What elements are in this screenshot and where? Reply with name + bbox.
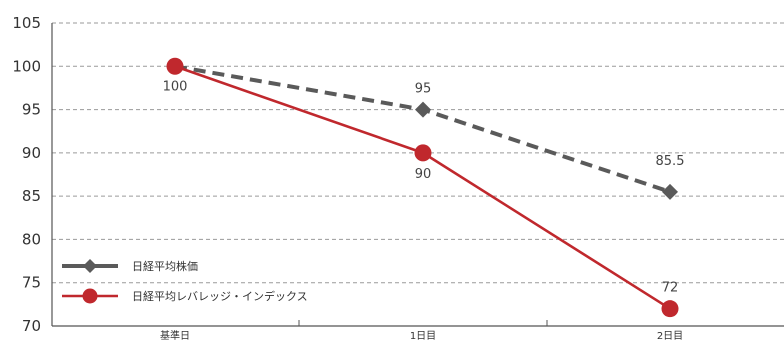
data-label: 85.5 [656,154,685,169]
x-tick-label: 1日目 [410,331,436,341]
y-tick-label: 85 [22,187,41,205]
y-tick-label: 100 [12,57,41,75]
x-tick-label: 基準日 [160,329,190,341]
data-label: 72 [662,281,679,296]
x-tick-label: 2日目 [657,331,683,341]
legend-marker-diamond [83,259,97,273]
legend-label: 日経平均株価 [132,259,198,273]
y-tick-label: 95 [22,101,41,119]
data-label: 100 [163,79,188,94]
data-point-diamond [662,183,678,200]
data-label: 95 [415,82,432,97]
data-label: 90 [415,167,432,182]
data-point-circle [166,57,184,75]
data-point-circle [414,144,432,162]
data-labels: 95 85.5 100 90 72 [163,79,685,295]
data-point-diamond [415,101,431,118]
axes: 70 75 80 85 90 95 100 105 基準日 1日目 2日目 [12,14,784,341]
series [166,57,679,318]
data-point-circle [661,300,679,318]
y-tick-label: 105 [12,14,41,32]
y-tick-label: 70 [22,317,41,335]
legend-marker-circle [82,288,98,304]
y-tick-label: 80 [22,230,41,248]
y-tick-label: 90 [22,144,41,162]
y-tick-label: 75 [22,274,41,292]
legend-label: 日経平均レバレッジ・インデックス [132,289,308,303]
